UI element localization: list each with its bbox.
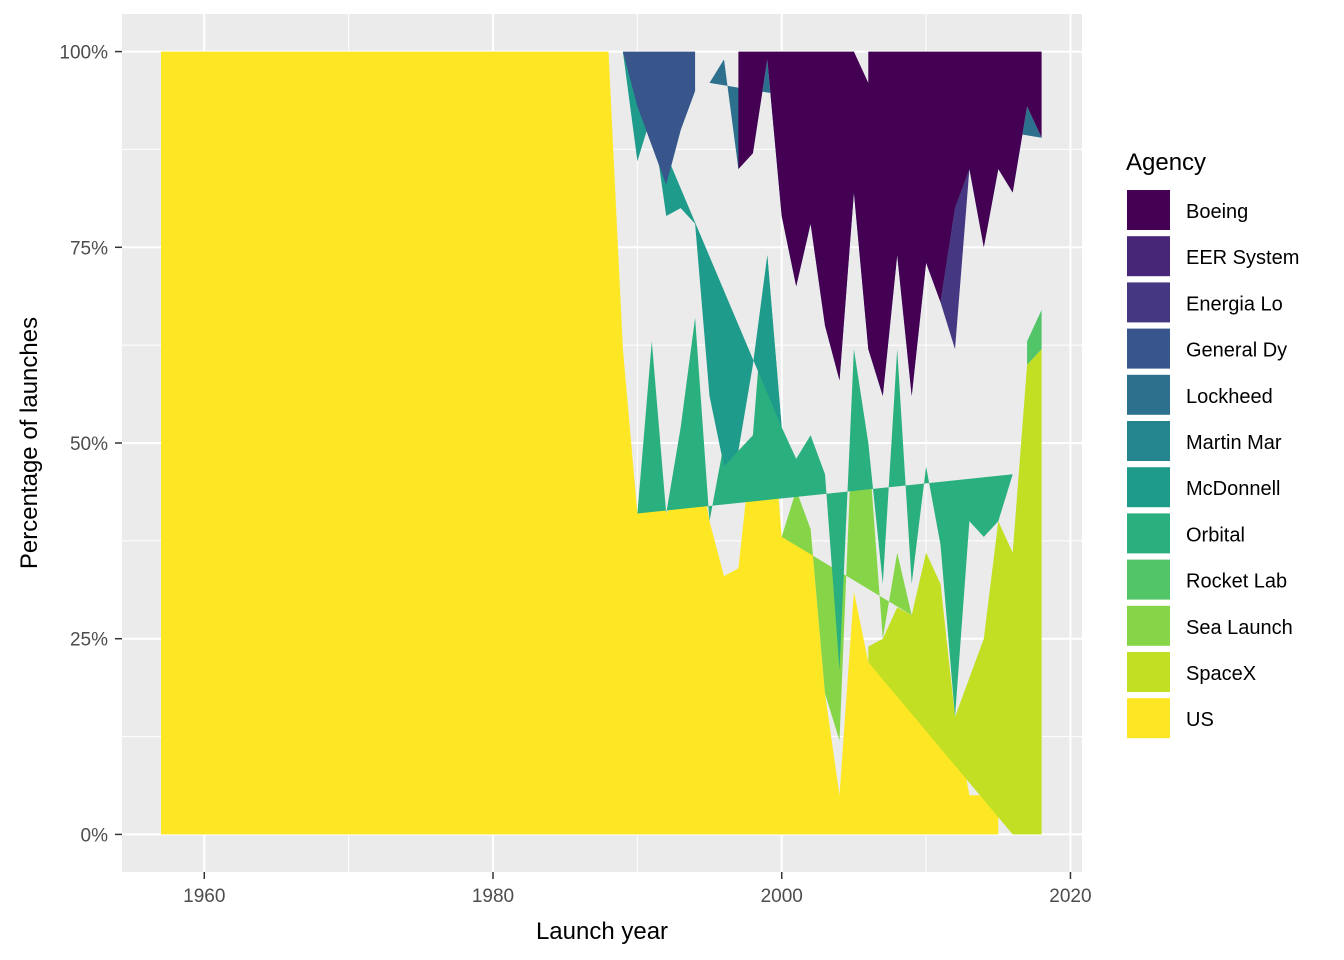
legend-swatch xyxy=(1127,374,1170,415)
y-axis: 0% 25% 50% 75% 100% xyxy=(59,43,122,846)
area-energia-lo xyxy=(940,169,970,350)
legend-label: Lockheed xyxy=(1186,386,1273,408)
area-orbital xyxy=(637,255,1013,717)
y-axis-title: Percentage of launches xyxy=(16,317,43,569)
x-tick-label: 2000 xyxy=(761,886,803,907)
legend-label: Boeing xyxy=(1186,201,1248,223)
legend-swatch xyxy=(1127,559,1170,600)
area-rocket-lab xyxy=(1027,309,1042,365)
y-tick-label: 50% xyxy=(70,434,108,455)
legend-label: Energia Lo xyxy=(1186,293,1283,315)
legend-swatch xyxy=(1127,467,1170,508)
legend-swatch xyxy=(1127,652,1170,692)
legend-swatch xyxy=(1127,513,1170,554)
legend-swatch xyxy=(1127,328,1170,369)
x-tick-label: 2020 xyxy=(1049,886,1091,907)
legend-label: McDonnell xyxy=(1186,478,1280,500)
legend-swatch xyxy=(1127,605,1170,646)
y-tick-label: 25% xyxy=(70,630,108,651)
legend-swatch xyxy=(1127,421,1170,461)
area-series xyxy=(161,51,1042,835)
area-spacex xyxy=(868,349,1042,835)
legend-label: Rocket Lab xyxy=(1186,571,1287,593)
legend-label: General Dy xyxy=(1186,340,1287,362)
legend-swatch xyxy=(1127,282,1170,323)
y-tick-label: 0% xyxy=(81,825,109,846)
legend-label: Sea Launch xyxy=(1186,617,1293,639)
x-axis: 1960 1980 2000 2020 xyxy=(183,872,1092,907)
area-general-dy xyxy=(622,51,696,185)
legend-swatch xyxy=(1127,190,1170,230)
legend: Agency Boeing EER System Energia Lo General… xyxy=(1126,149,1299,739)
legend-label: SpaceX xyxy=(1186,663,1256,685)
area-us xyxy=(161,51,999,835)
legend-swatch xyxy=(1127,236,1170,277)
y-tick-label: 100% xyxy=(59,43,108,64)
legend-label: US xyxy=(1186,709,1214,731)
legend-swatch xyxy=(1127,698,1170,739)
x-tick-label: 1980 xyxy=(472,886,514,907)
area-boeing xyxy=(738,51,1042,396)
legend-title: Agency xyxy=(1126,149,1206,176)
x-tick-label: 1960 xyxy=(183,886,225,907)
y-tick-label: 75% xyxy=(70,238,108,259)
legend-label: Martin Mar xyxy=(1186,432,1282,454)
x-axis-title: Launch year xyxy=(536,918,668,945)
legend-label: Orbital xyxy=(1186,524,1245,546)
legend-label: EER System xyxy=(1186,247,1299,269)
